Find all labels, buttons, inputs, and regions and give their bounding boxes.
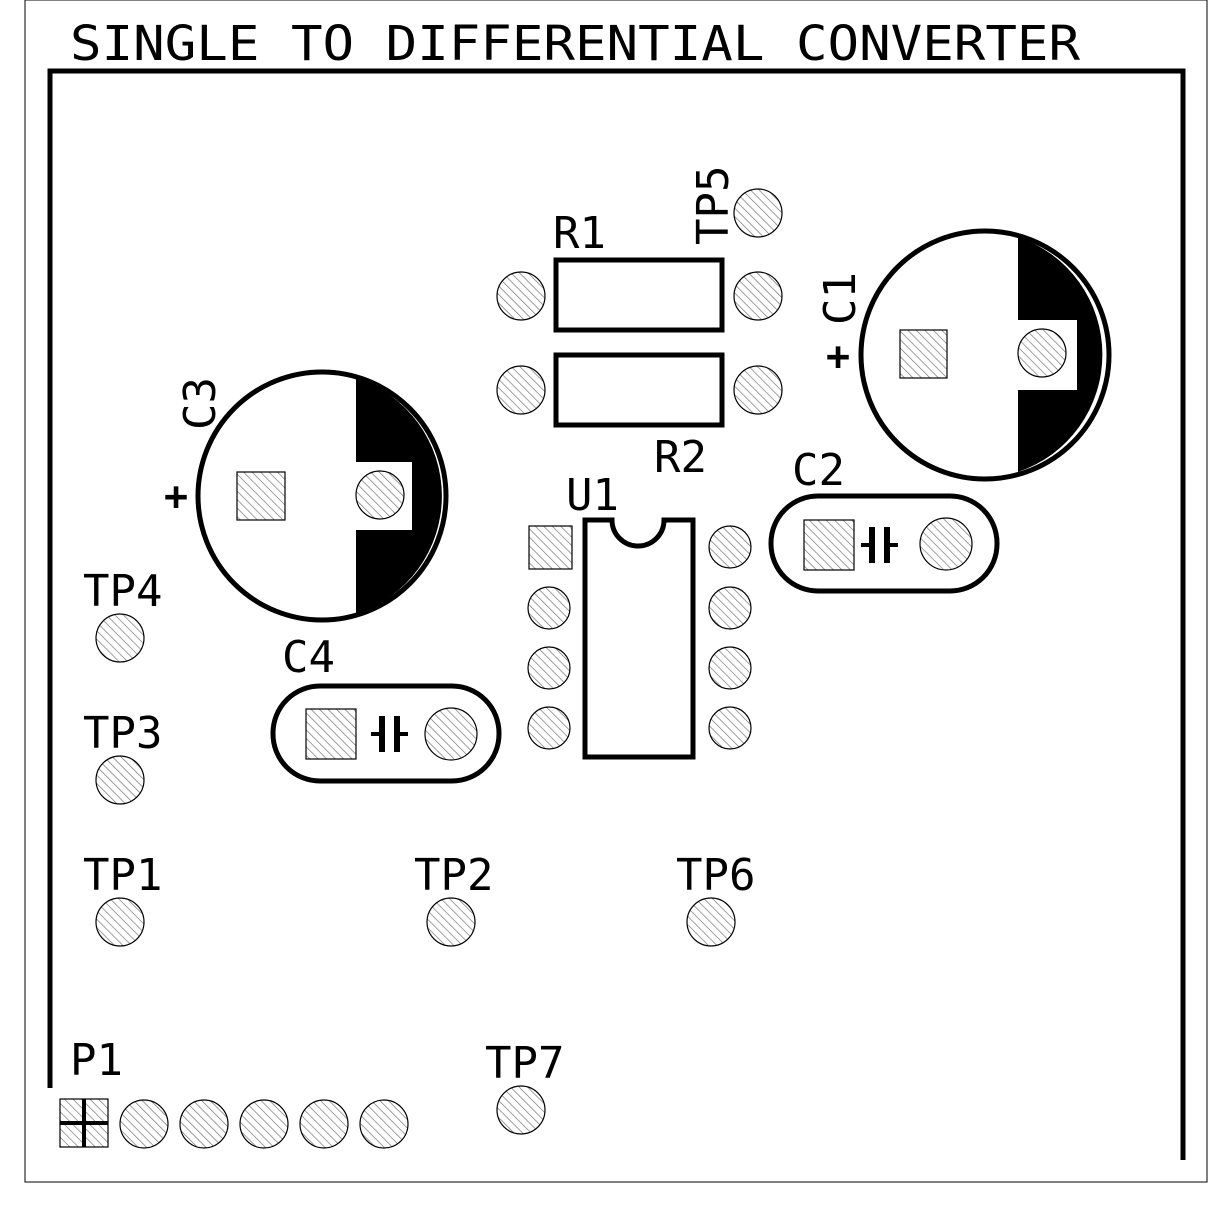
tp4-pad: [95, 613, 145, 663]
p1-label: P1: [70, 1035, 123, 1086]
c1-plus-sign: +: [826, 334, 850, 380]
c4-symbol-plate-2: [394, 716, 400, 752]
test-point-tp1: TP1: [83, 850, 162, 947]
tp3-pad: [95, 755, 145, 805]
u1-pin-3: [527, 646, 571, 690]
tp2-label: TP2: [414, 850, 493, 901]
c3-outline: [195, 369, 449, 623]
u1-body-outline: [582, 517, 696, 760]
capacitor-c4: C4: [270, 632, 502, 784]
image-frame: [24, 0, 1208, 1183]
u1-pin-4: [527, 706, 571, 750]
tp6-label: TP6: [676, 850, 755, 901]
r1-body: [553, 257, 725, 333]
u1-pin-2: [527, 586, 571, 630]
u1-pin-8: [708, 525, 752, 569]
c3-pad-2: [355, 470, 405, 520]
r2-body: [553, 352, 725, 428]
c1-outline: [858, 228, 1112, 482]
tp4-label: TP4: [83, 566, 162, 617]
c2-outline: [768, 493, 1000, 594]
test-point-tp5: TP5: [688, 166, 783, 245]
c3-label: C3: [175, 377, 226, 430]
tp6-pad: [686, 897, 736, 947]
tp7-pad: [496, 1085, 546, 1135]
tp7-label: TP7: [485, 1038, 564, 1089]
p1-pin-2: [119, 1099, 169, 1149]
u1-label: U1: [566, 470, 619, 521]
test-point-tp4: TP4: [83, 566, 162, 663]
r1-pad-2: [733, 271, 783, 321]
c4-pad-1: [305, 708, 357, 760]
c2-symbol-plate-1: [869, 527, 875, 563]
p1-pin-6: [359, 1099, 409, 1149]
c2-pad-1: [803, 519, 855, 571]
board-title: SINGLE TO DIFFERENTIAL CONVERTER: [70, 16, 1080, 72]
board-outline: [47, 68, 1186, 1160]
tp1-label: TP1: [83, 850, 162, 901]
p1-pin-5: [299, 1099, 349, 1149]
test-point-tp3: TP3: [83, 708, 162, 805]
tp5-label: TP5: [688, 166, 739, 245]
u1-pin-5: [708, 706, 752, 750]
capacitor-c1: C1 +: [815, 228, 1112, 482]
c1-polarity-band: [1018, 237, 1103, 472]
test-point-tp6: TP6: [676, 850, 755, 947]
r2-pad-1: [496, 365, 546, 415]
c1-pad-2: [1017, 328, 1067, 378]
c4-label: C4: [282, 632, 335, 683]
capacitor-c2: C2: [768, 445, 1000, 594]
r1-pad-1: [496, 271, 546, 321]
c1-label: C1: [815, 272, 866, 325]
p1-pin-3: [179, 1099, 229, 1149]
test-point-tp7: TP7: [485, 1038, 564, 1135]
c4-outline: [270, 683, 502, 784]
c3-polarity-band: [356, 378, 442, 614]
c2-label: C2: [792, 445, 845, 496]
tp5-pad: [733, 188, 783, 238]
c3-plus-sign: +: [164, 474, 188, 520]
u1-pin-6: [708, 646, 752, 690]
c2-pad-2: [919, 517, 973, 571]
c2-symbol-plate-2: [884, 527, 890, 563]
ic-u1: U1: [527, 470, 752, 760]
resistor-r2: R2: [496, 352, 783, 483]
capacitor-c3: C3 +: [164, 369, 449, 623]
tp2-pad: [426, 897, 476, 947]
u1-pin-7: [708, 586, 752, 630]
tp3-label: TP3: [83, 708, 162, 759]
r2-pad-2: [733, 365, 783, 415]
c1-pad-1: [899, 329, 948, 379]
p1-pin-4: [239, 1099, 289, 1149]
c3-pad-1: [236, 471, 286, 521]
test-point-tp2: TP2: [414, 850, 493, 947]
u1-pin-1: [528, 525, 573, 570]
tp1-pad: [95, 897, 145, 947]
header-p1: P1: [59, 1035, 409, 1149]
r2-label: R2: [654, 432, 707, 483]
resistor-r1: R1: [496, 208, 783, 333]
r1-label: R1: [553, 208, 606, 259]
c4-pad-2: [424, 707, 478, 761]
c4-symbol-plate-1: [379, 716, 385, 752]
